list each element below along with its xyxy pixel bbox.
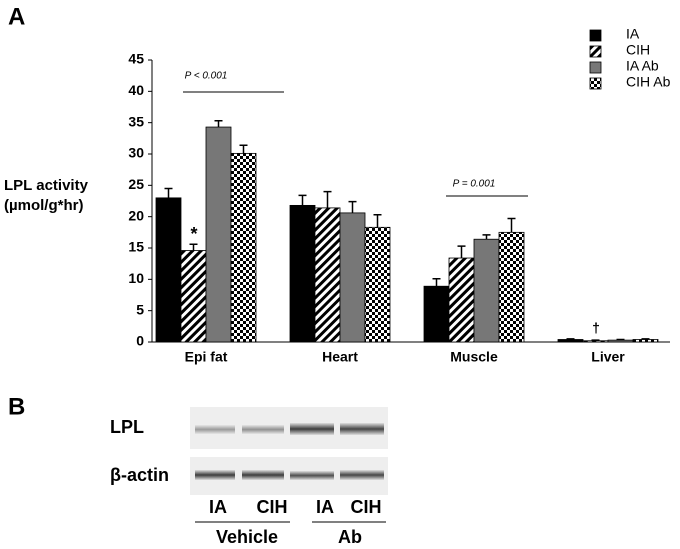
bar (180, 250, 207, 343)
group-label: Ab (338, 527, 362, 547)
annotation: * (190, 224, 197, 244)
blot-image (190, 407, 388, 523)
error-bar (239, 144, 248, 154)
error-bar (214, 120, 223, 128)
y-tick-label: 15 (128, 239, 144, 255)
bar (339, 212, 366, 343)
error-bar (507, 217, 516, 233)
legend-swatch (589, 61, 602, 74)
bar (473, 238, 500, 343)
error-bar (189, 243, 198, 251)
error-bar (164, 187, 173, 198)
bar (448, 257, 475, 343)
annotation: P < 0.001 (185, 71, 228, 82)
x-tick-label: Epi fat (185, 349, 228, 365)
lane-label: IA (209, 497, 227, 517)
panel-label: A (8, 3, 25, 30)
error-bar (298, 194, 307, 206)
lane-label: IA (316, 497, 334, 517)
bar (289, 204, 316, 343)
y-axis-label: (µmol/g*hr) (4, 197, 83, 214)
legend-label: CIH Ab (626, 74, 671, 90)
group-label: Vehicle (216, 527, 278, 547)
y-tick-label: 25 (128, 176, 144, 192)
bar (498, 231, 525, 343)
bar (230, 152, 257, 343)
annotation: † (592, 320, 600, 336)
error-bar (323, 190, 332, 208)
y-axis-label: LPL activity (4, 177, 89, 194)
error-bar (641, 338, 650, 340)
lane-label: CIH (351, 497, 382, 517)
x-tick-label: Liver (591, 349, 625, 365)
legend-swatch (589, 29, 602, 42)
y-tick-label: 20 (128, 207, 144, 223)
legend-label: CIH (626, 42, 650, 58)
y-tick-label: 45 (128, 51, 144, 67)
lane-label: CIH (257, 497, 288, 517)
error-bar (432, 277, 441, 287)
y-tick-label: 5 (136, 301, 144, 317)
error-bar (566, 338, 575, 340)
bar (205, 126, 232, 343)
bar (155, 197, 182, 343)
error-bar (348, 200, 357, 213)
bar (582, 340, 609, 343)
bar (607, 339, 634, 343)
bar (632, 339, 659, 343)
bar (314, 207, 341, 343)
y-tick-label: 35 (128, 113, 144, 129)
x-tick-label: Muscle (450, 349, 498, 365)
bar (423, 285, 450, 343)
error-bar (591, 339, 600, 341)
legend-swatch (589, 45, 602, 58)
legend-label: IA Ab (626, 58, 659, 74)
blot-row-label: β-actin (110, 465, 169, 485)
legend-label: IA (626, 26, 640, 42)
x-tick-label: Heart (322, 349, 358, 365)
legend-swatch (589, 77, 602, 90)
error-bar (616, 338, 625, 341)
y-tick-label: 30 (128, 145, 144, 161)
bar (557, 339, 584, 343)
panel-label: B (8, 393, 25, 420)
y-tick-label: 40 (128, 82, 144, 98)
error-bar (373, 214, 382, 228)
y-tick-label: 10 (128, 270, 144, 286)
bar (364, 226, 391, 343)
y-tick-label: 0 (136, 333, 144, 349)
annotation: P = 0.001 (453, 179, 496, 190)
blot-row-label: LPL (110, 417, 144, 437)
error-bar (457, 245, 466, 259)
error-bar (482, 234, 491, 240)
